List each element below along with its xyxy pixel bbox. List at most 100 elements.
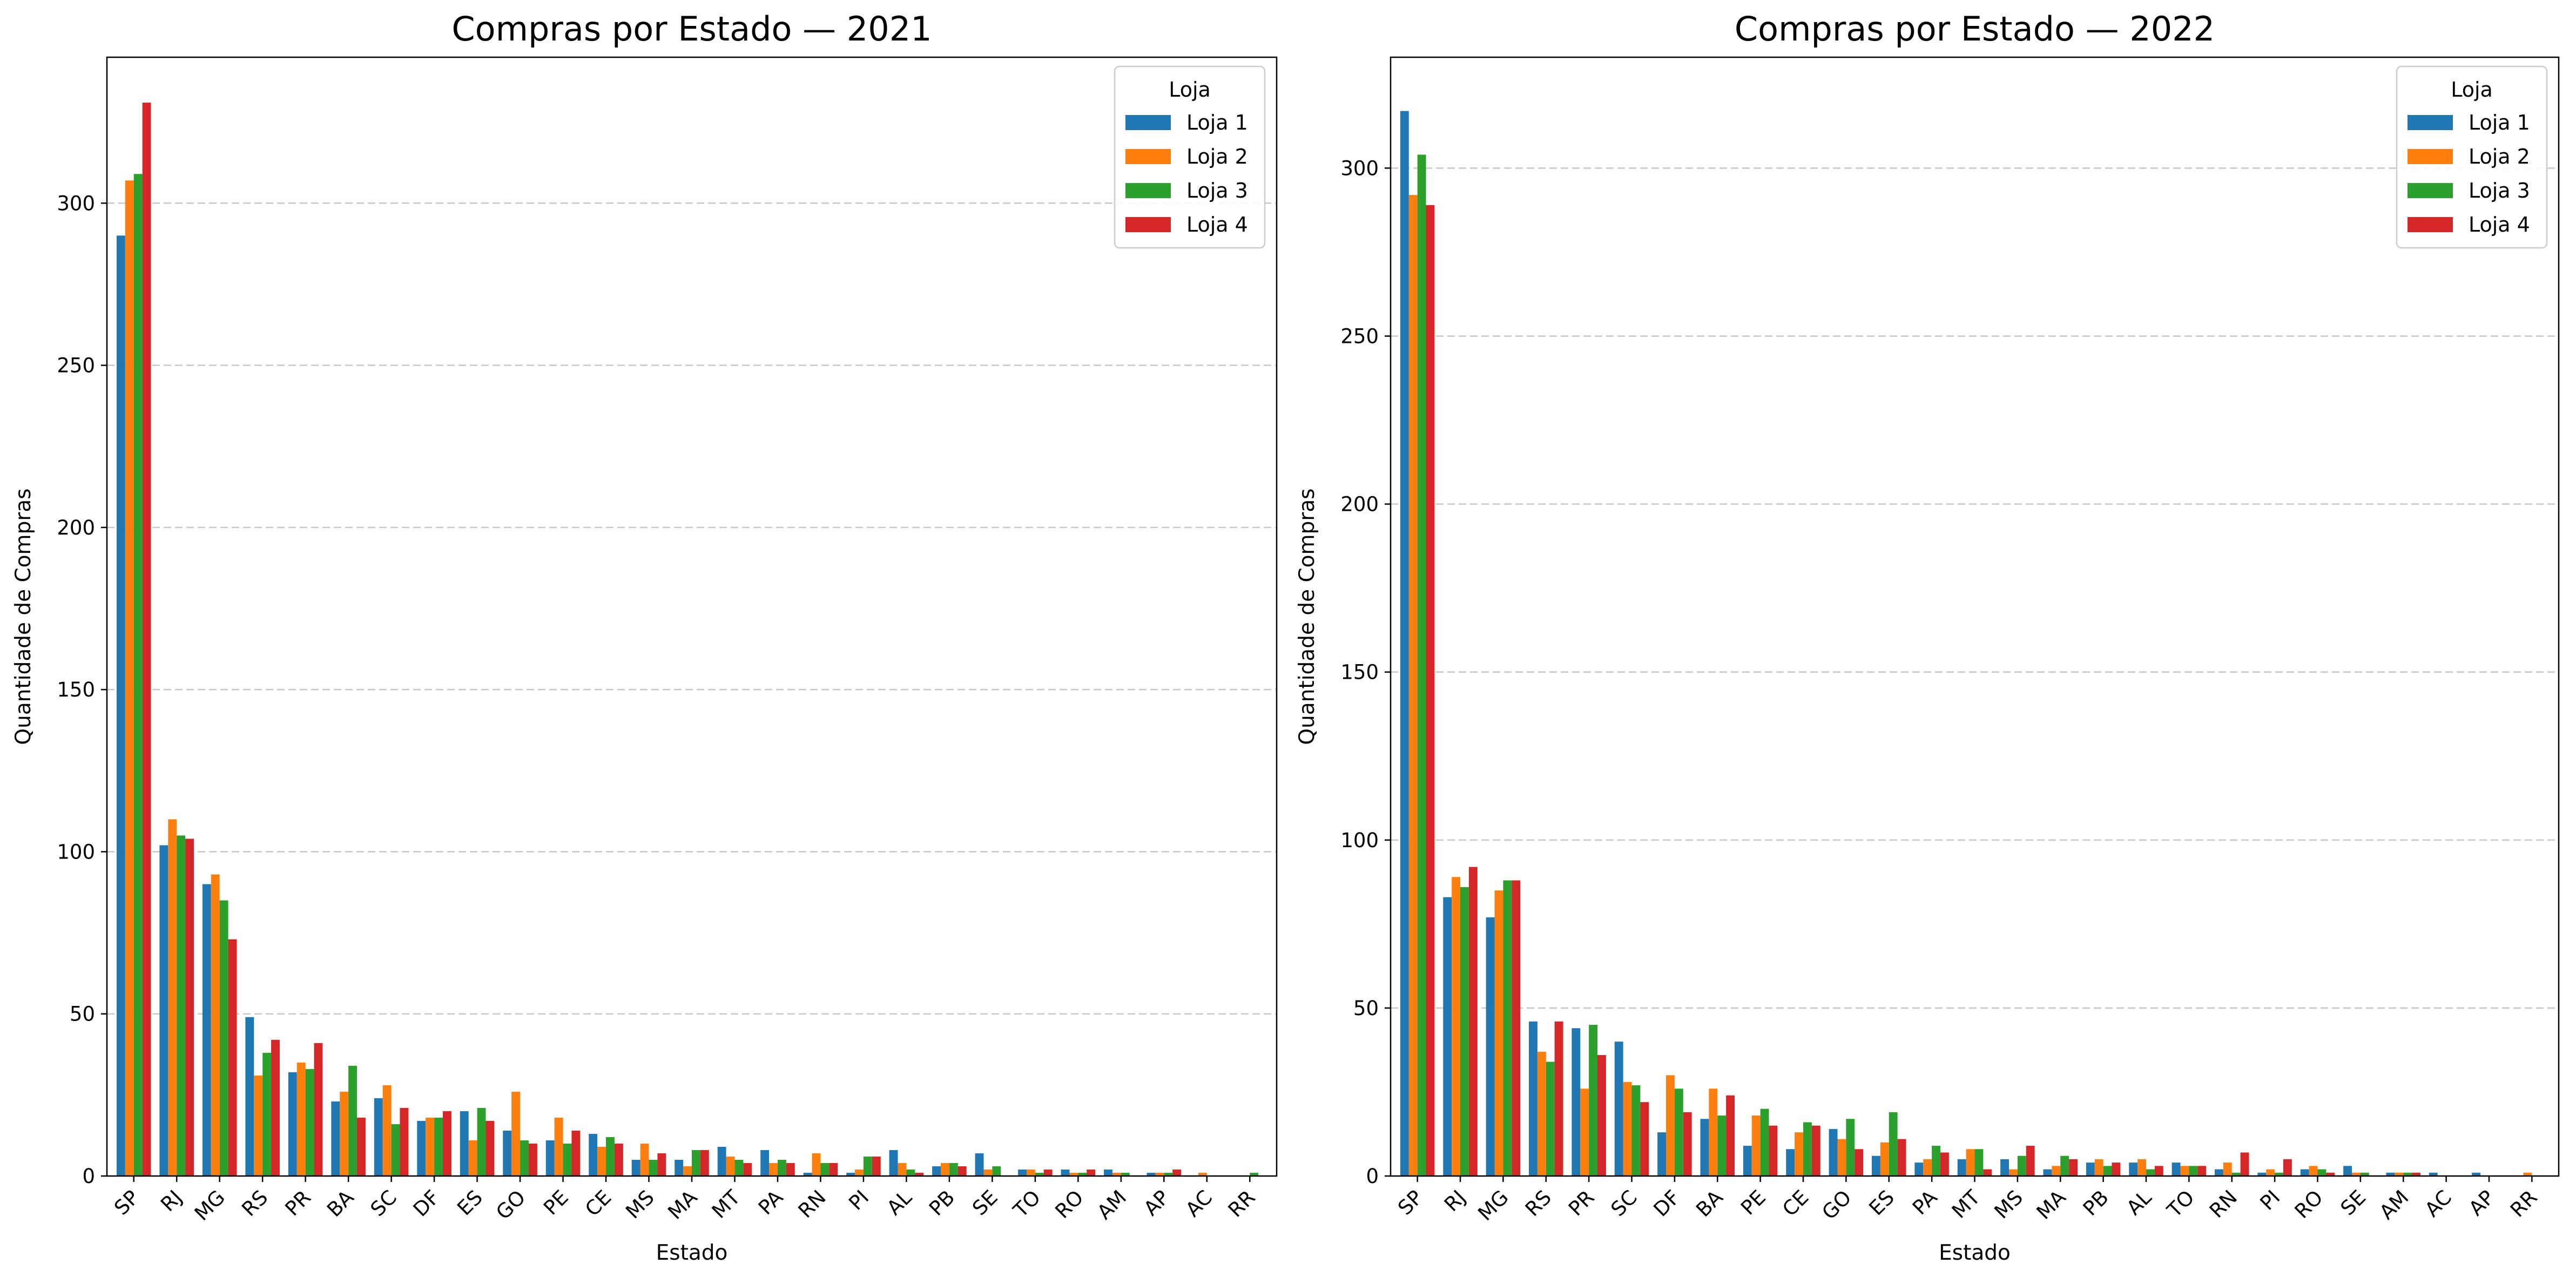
- legend-title: Loja: [2451, 78, 2493, 102]
- x-tick-label: SC: [1607, 1186, 1642, 1221]
- bar: [2052, 1166, 2061, 1176]
- x-tick-label: AM: [1093, 1186, 1131, 1224]
- bar: [1503, 880, 1512, 1176]
- x-tick-label: PA: [1908, 1186, 1941, 1219]
- bar: [2214, 1169, 2223, 1176]
- bar: [1709, 1089, 1718, 1176]
- bar: [692, 1150, 700, 1176]
- bar: [786, 1163, 795, 1176]
- bar: [2112, 1163, 2121, 1176]
- bar: [271, 1039, 280, 1176]
- bar: [1408, 195, 1418, 1177]
- bar: [545, 1140, 555, 1176]
- bar: [1061, 1169, 1070, 1176]
- bar: [1554, 1021, 1563, 1176]
- bar: [631, 1159, 640, 1176]
- legend-swatch: [1125, 115, 1171, 130]
- bar: [1889, 1112, 1898, 1176]
- y-tick-label: 0: [82, 1165, 95, 1188]
- bar: [2429, 1172, 2438, 1176]
- bar: [1400, 111, 1409, 1177]
- legend-label: Loja 4: [2469, 213, 2530, 236]
- bar: [1674, 1089, 1683, 1176]
- bar: [262, 1052, 272, 1176]
- bar: [1035, 1172, 1044, 1176]
- legend-swatch: [1125, 217, 1171, 232]
- bar: [468, 1140, 477, 1176]
- chart-panel-2: 0 50 100 150 200 250 300 SP RJ MG RS PR SC DF BA PE CE GO…: [1295, 9, 2560, 1265]
- bar: [1546, 1062, 1555, 1176]
- bar: [1957, 1159, 1966, 1176]
- bar: [391, 1124, 400, 1176]
- x-tick-label: SC: [366, 1186, 401, 1221]
- y-tick-label: 300: [1340, 157, 1379, 180]
- bar: [2386, 1172, 2395, 1176]
- x-tick-label: GO: [491, 1186, 530, 1224]
- bar: [2060, 1155, 2069, 1176]
- x-tick-label: SP: [1393, 1186, 1427, 1220]
- series-loja-4: [1426, 205, 2420, 1176]
- bar: [1512, 880, 1521, 1176]
- bar: [992, 1166, 1001, 1176]
- bar: [1880, 1142, 1889, 1176]
- bar: [254, 1075, 263, 1176]
- bar: [1589, 1025, 1598, 1176]
- bar: [563, 1143, 572, 1176]
- series-loja-3: [133, 174, 1259, 1176]
- x-tick-label: AM: [2375, 1186, 2413, 1224]
- bar: [1026, 1169, 1035, 1176]
- series-loja-2: [125, 180, 1207, 1177]
- bar: [314, 1043, 323, 1176]
- bar: [554, 1117, 563, 1176]
- bar: [228, 939, 237, 1176]
- legend-box: [1114, 65, 1266, 249]
- legend-swatch: [1125, 183, 1171, 198]
- bar: [846, 1172, 855, 1176]
- bar: [863, 1156, 872, 1176]
- bar: [528, 1143, 537, 1176]
- bar: [700, 1150, 709, 1176]
- bar: [1666, 1075, 1675, 1176]
- x-tick-label: AL: [882, 1186, 916, 1220]
- legend-swatch: [1125, 149, 1171, 164]
- x-tick-label: PA: [754, 1186, 787, 1219]
- bar: [1760, 1109, 1769, 1176]
- bar: [1078, 1172, 1087, 1176]
- bar: [1087, 1169, 1096, 1176]
- bar: [2317, 1169, 2327, 1176]
- bar: [760, 1150, 770, 1176]
- x-tick-label: PI: [2256, 1186, 2285, 1215]
- x-tick-label: PR: [281, 1186, 315, 1220]
- bar: [185, 839, 194, 1176]
- y-axis-label: Quantidade de Compras: [1295, 488, 1319, 745]
- x-tick-label: DF: [1649, 1186, 1685, 1221]
- bar: [1829, 1128, 1838, 1176]
- bar: [1112, 1172, 1121, 1176]
- legend: Loja Loja 1 Loja 2 Loja 3 Loja 4: [2396, 65, 2548, 249]
- bar: [2086, 1163, 2095, 1176]
- bar: [2360, 1172, 2369, 1176]
- x-tick-label: PE: [539, 1186, 573, 1220]
- bar: [1640, 1102, 1649, 1176]
- chart-title: Compras por Estado — 2021: [451, 9, 932, 49]
- bar: [1932, 1146, 1941, 1176]
- legend-swatch: [2408, 183, 2453, 198]
- y-axis-label: Quantidade de Compras: [11, 488, 36, 745]
- bar: [2197, 1166, 2207, 1176]
- x-tick-label: PI: [844, 1186, 873, 1215]
- x-tick-label: CE: [581, 1186, 616, 1221]
- x-tick-label: PB: [925, 1186, 959, 1220]
- bar: [219, 900, 228, 1176]
- bar: [812, 1153, 821, 1176]
- bar: [357, 1117, 366, 1176]
- series-loja-2: [1408, 195, 2532, 1177]
- bar: [571, 1130, 581, 1176]
- legend-label: Loja 3: [2469, 179, 2530, 202]
- bar: [1614, 1042, 1623, 1176]
- bar: [2300, 1169, 2309, 1176]
- legend-swatch: [2408, 149, 2453, 164]
- y-tick-label: 200: [57, 516, 95, 539]
- bar: [941, 1163, 949, 1176]
- bar: [2231, 1172, 2241, 1176]
